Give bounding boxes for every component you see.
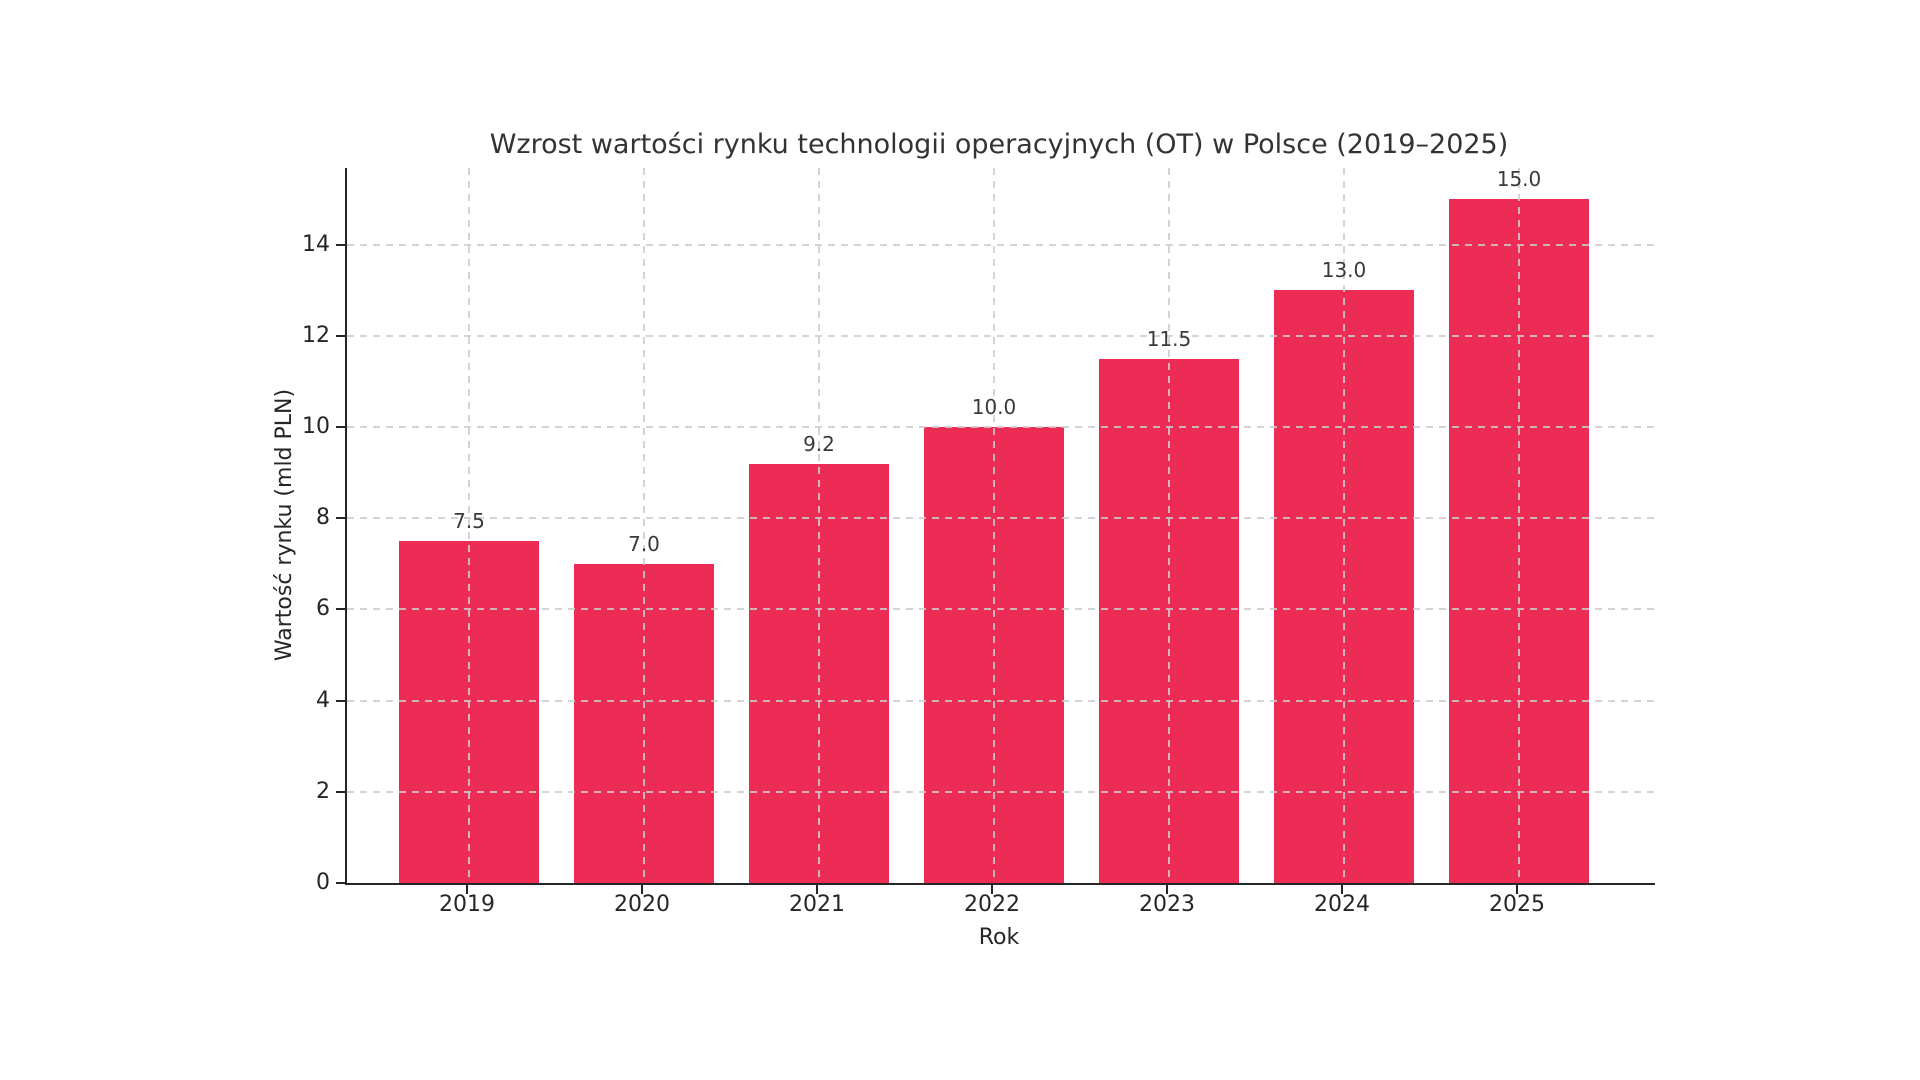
x-tick-label: 2024 [1314,892,1370,917]
bar-value-label: 13.0 [1321,258,1367,283]
y-tick-mark [336,882,345,884]
x-tick-label: 2022 [964,892,1020,917]
grid-line-horizontal [347,517,1655,520]
y-tick-label: 0 [316,870,330,895]
y-tick-mark [336,699,345,702]
x-tick-mark [641,885,643,894]
grid-line-vertical [1343,168,1345,883]
chart-title: Wzrost wartości rynku technologii operac… [489,129,1509,160]
x-tick-label: 2025 [1489,892,1545,917]
plot-area: 7.5 7.0 9.2 10.0 11.5 13.0 15.0 [345,167,1655,885]
grid-line-vertical [1168,168,1170,883]
x-tick-label: 2021 [789,892,845,917]
y-tick-label: 10 [302,414,330,439]
bar-value-label: 15.0 [1496,167,1542,192]
x-tick-mark [816,885,818,894]
x-tick-mark [1516,885,1518,894]
y-tick-mark [336,426,345,428]
grid-line-horizontal [347,426,1655,429]
bar-value-label: 10.0 [971,395,1017,420]
x-axis-label: Rok [978,925,1020,950]
x-tick-mark [1166,885,1168,894]
y-tick-mark [336,790,345,793]
bar-value-label: 7.5 [453,509,485,534]
bar-value-label: 7.0 [628,531,660,556]
y-tick-mark [336,517,345,520]
y-tick-label: 6 [316,596,330,622]
y-tick-label: 2 [316,778,330,804]
x-tick-mark [991,885,993,894]
grid-line-vertical [468,168,470,883]
y-tick-label: 4 [316,687,330,713]
y-tick-label: 14 [302,231,330,257]
x-tick-label: 2023 [1139,892,1195,917]
grid-line-horizontal [347,699,1655,702]
y-tick-mark [336,608,345,611]
y-tick-mark [336,334,345,337]
y-tick-mark [336,243,345,246]
grid-line-horizontal [347,243,1655,246]
x-tick-mark [466,885,468,894]
bar-value-label: 9.2 [803,431,835,456]
grid-line-vertical [818,168,820,883]
bar-value-label: 11.5 [1146,326,1192,351]
grid-line-vertical [1518,168,1520,883]
grid-line-vertical [993,168,995,883]
y-tick-label: 12 [302,322,330,348]
grid-line-horizontal [347,608,1655,611]
y-tick-label: 8 [316,505,330,531]
x-tick-mark [1341,885,1343,894]
x-tick-label: 2020 [614,892,670,917]
grid-line-vertical [643,168,645,883]
grid-line-horizontal [347,334,1655,337]
grid-line-horizontal [347,790,1655,793]
x-tick-label: 2019 [439,892,495,917]
